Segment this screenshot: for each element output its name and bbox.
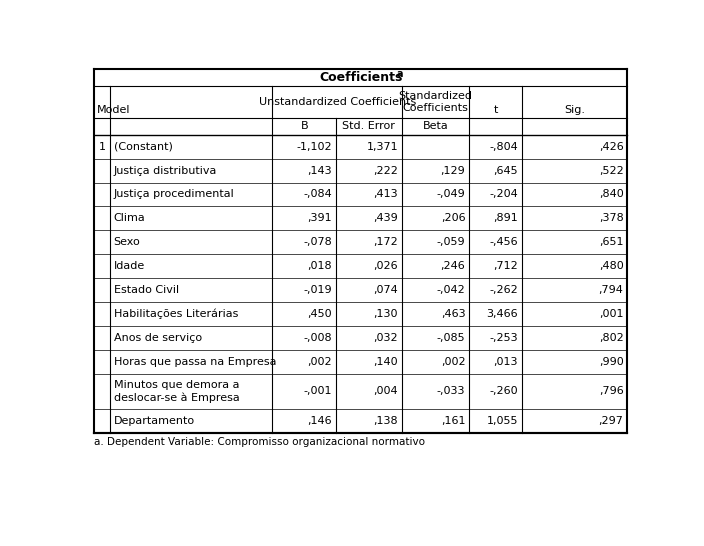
- Text: ,074: ,074: [373, 285, 398, 295]
- Text: t: t: [494, 105, 498, 115]
- Text: Beta: Beta: [422, 121, 448, 132]
- Text: -,033: -,033: [437, 386, 465, 396]
- Text: a: a: [396, 69, 403, 79]
- Text: ,129: ,129: [441, 165, 465, 176]
- Text: Justiça procedimental: Justiça procedimental: [113, 189, 234, 199]
- Text: -,008: -,008: [303, 333, 332, 343]
- Text: Coefficients: Coefficients: [319, 70, 403, 84]
- Text: -,042: -,042: [436, 285, 465, 295]
- Text: ,522: ,522: [599, 165, 624, 176]
- Text: ,002: ,002: [441, 357, 465, 366]
- Text: ,450: ,450: [308, 309, 332, 319]
- Text: B: B: [301, 121, 308, 132]
- Text: Idade: Idade: [113, 261, 145, 271]
- Text: Sig.: Sig.: [564, 105, 585, 115]
- Text: ,140: ,140: [373, 357, 398, 366]
- Text: ,146: ,146: [308, 416, 332, 426]
- Text: ,172: ,172: [373, 237, 398, 247]
- Text: ,138: ,138: [373, 416, 398, 426]
- Text: -,262: -,262: [489, 285, 518, 295]
- Text: ,990: ,990: [599, 357, 624, 366]
- Text: ,480: ,480: [599, 261, 624, 271]
- Text: 1: 1: [99, 142, 106, 152]
- Text: ,413: ,413: [373, 189, 398, 199]
- Text: ,378: ,378: [599, 213, 624, 223]
- Text: -,049: -,049: [436, 189, 465, 199]
- Text: Habilitações Literárias: Habilitações Literárias: [113, 308, 238, 319]
- Text: ,796: ,796: [599, 386, 624, 396]
- Text: -,059: -,059: [436, 237, 465, 247]
- Text: ,206: ,206: [441, 213, 465, 223]
- Text: Departamento: Departamento: [113, 416, 195, 426]
- Text: -,078: -,078: [303, 237, 332, 247]
- Text: ,712: ,712: [494, 261, 518, 271]
- Text: ,026: ,026: [373, 261, 398, 271]
- Text: ,004: ,004: [373, 386, 398, 396]
- Text: ,802: ,802: [599, 333, 624, 343]
- Text: ,297: ,297: [598, 416, 624, 426]
- Text: ,391: ,391: [308, 213, 332, 223]
- Bar: [94, 69, 627, 433]
- Text: Unstandardized Coefficients: Unstandardized Coefficients: [258, 97, 416, 106]
- Text: Anos de serviço: Anos de serviço: [113, 333, 202, 343]
- Text: Sexo: Sexo: [113, 237, 140, 247]
- Text: ,143: ,143: [308, 165, 332, 176]
- Text: ,018: ,018: [308, 261, 332, 271]
- Text: ,161: ,161: [441, 416, 465, 426]
- Text: ,426: ,426: [599, 142, 624, 152]
- Text: -,804: -,804: [489, 142, 518, 152]
- Text: ,840: ,840: [599, 189, 624, 199]
- Text: 1,055: 1,055: [486, 416, 518, 426]
- Text: ,645: ,645: [494, 165, 518, 176]
- Text: ,463: ,463: [441, 309, 465, 319]
- Text: -,085: -,085: [436, 333, 465, 343]
- Text: ,651: ,651: [599, 237, 624, 247]
- Text: ,891: ,891: [494, 213, 518, 223]
- Text: Estado Civil: Estado Civil: [113, 285, 179, 295]
- Text: 3,466: 3,466: [486, 309, 518, 319]
- Text: Model: Model: [96, 105, 130, 115]
- Text: ,032: ,032: [373, 333, 398, 343]
- Text: ,130: ,130: [374, 309, 398, 319]
- Text: -1,102: -1,102: [296, 142, 332, 152]
- Text: Clima: Clima: [113, 213, 145, 223]
- Text: a. Dependent Variable: Compromisso organizacional normativo: a. Dependent Variable: Compromisso organ…: [94, 437, 425, 447]
- Text: ,001: ,001: [599, 309, 624, 319]
- Text: -,456: -,456: [489, 237, 518, 247]
- Text: ,794: ,794: [598, 285, 624, 295]
- Text: -,260: -,260: [489, 386, 518, 396]
- Text: ,002: ,002: [308, 357, 332, 366]
- Text: ,013: ,013: [494, 357, 518, 366]
- Text: 1,371: 1,371: [366, 142, 398, 152]
- Text: Justiça distributiva: Justiça distributiva: [113, 165, 217, 176]
- Text: -,001: -,001: [303, 386, 332, 396]
- Text: (Constant): (Constant): [113, 142, 172, 152]
- Text: -,204: -,204: [489, 189, 518, 199]
- Text: -,084: -,084: [303, 189, 332, 199]
- Text: Minutos que demora a
deslocar-se à Empresa: Minutos que demora a deslocar-se à Empre…: [113, 379, 239, 403]
- Text: Std. Error: Std. Error: [343, 121, 396, 132]
- Text: ,222: ,222: [373, 165, 398, 176]
- Text: ,246: ,246: [441, 261, 465, 271]
- Text: ,439: ,439: [373, 213, 398, 223]
- Text: -,253: -,253: [489, 333, 518, 343]
- Text: Horas que passa na Empresa: Horas que passa na Empresa: [113, 357, 276, 366]
- Text: Standardized
Coefficients: Standardized Coefficients: [398, 91, 472, 113]
- Text: -,019: -,019: [303, 285, 332, 295]
